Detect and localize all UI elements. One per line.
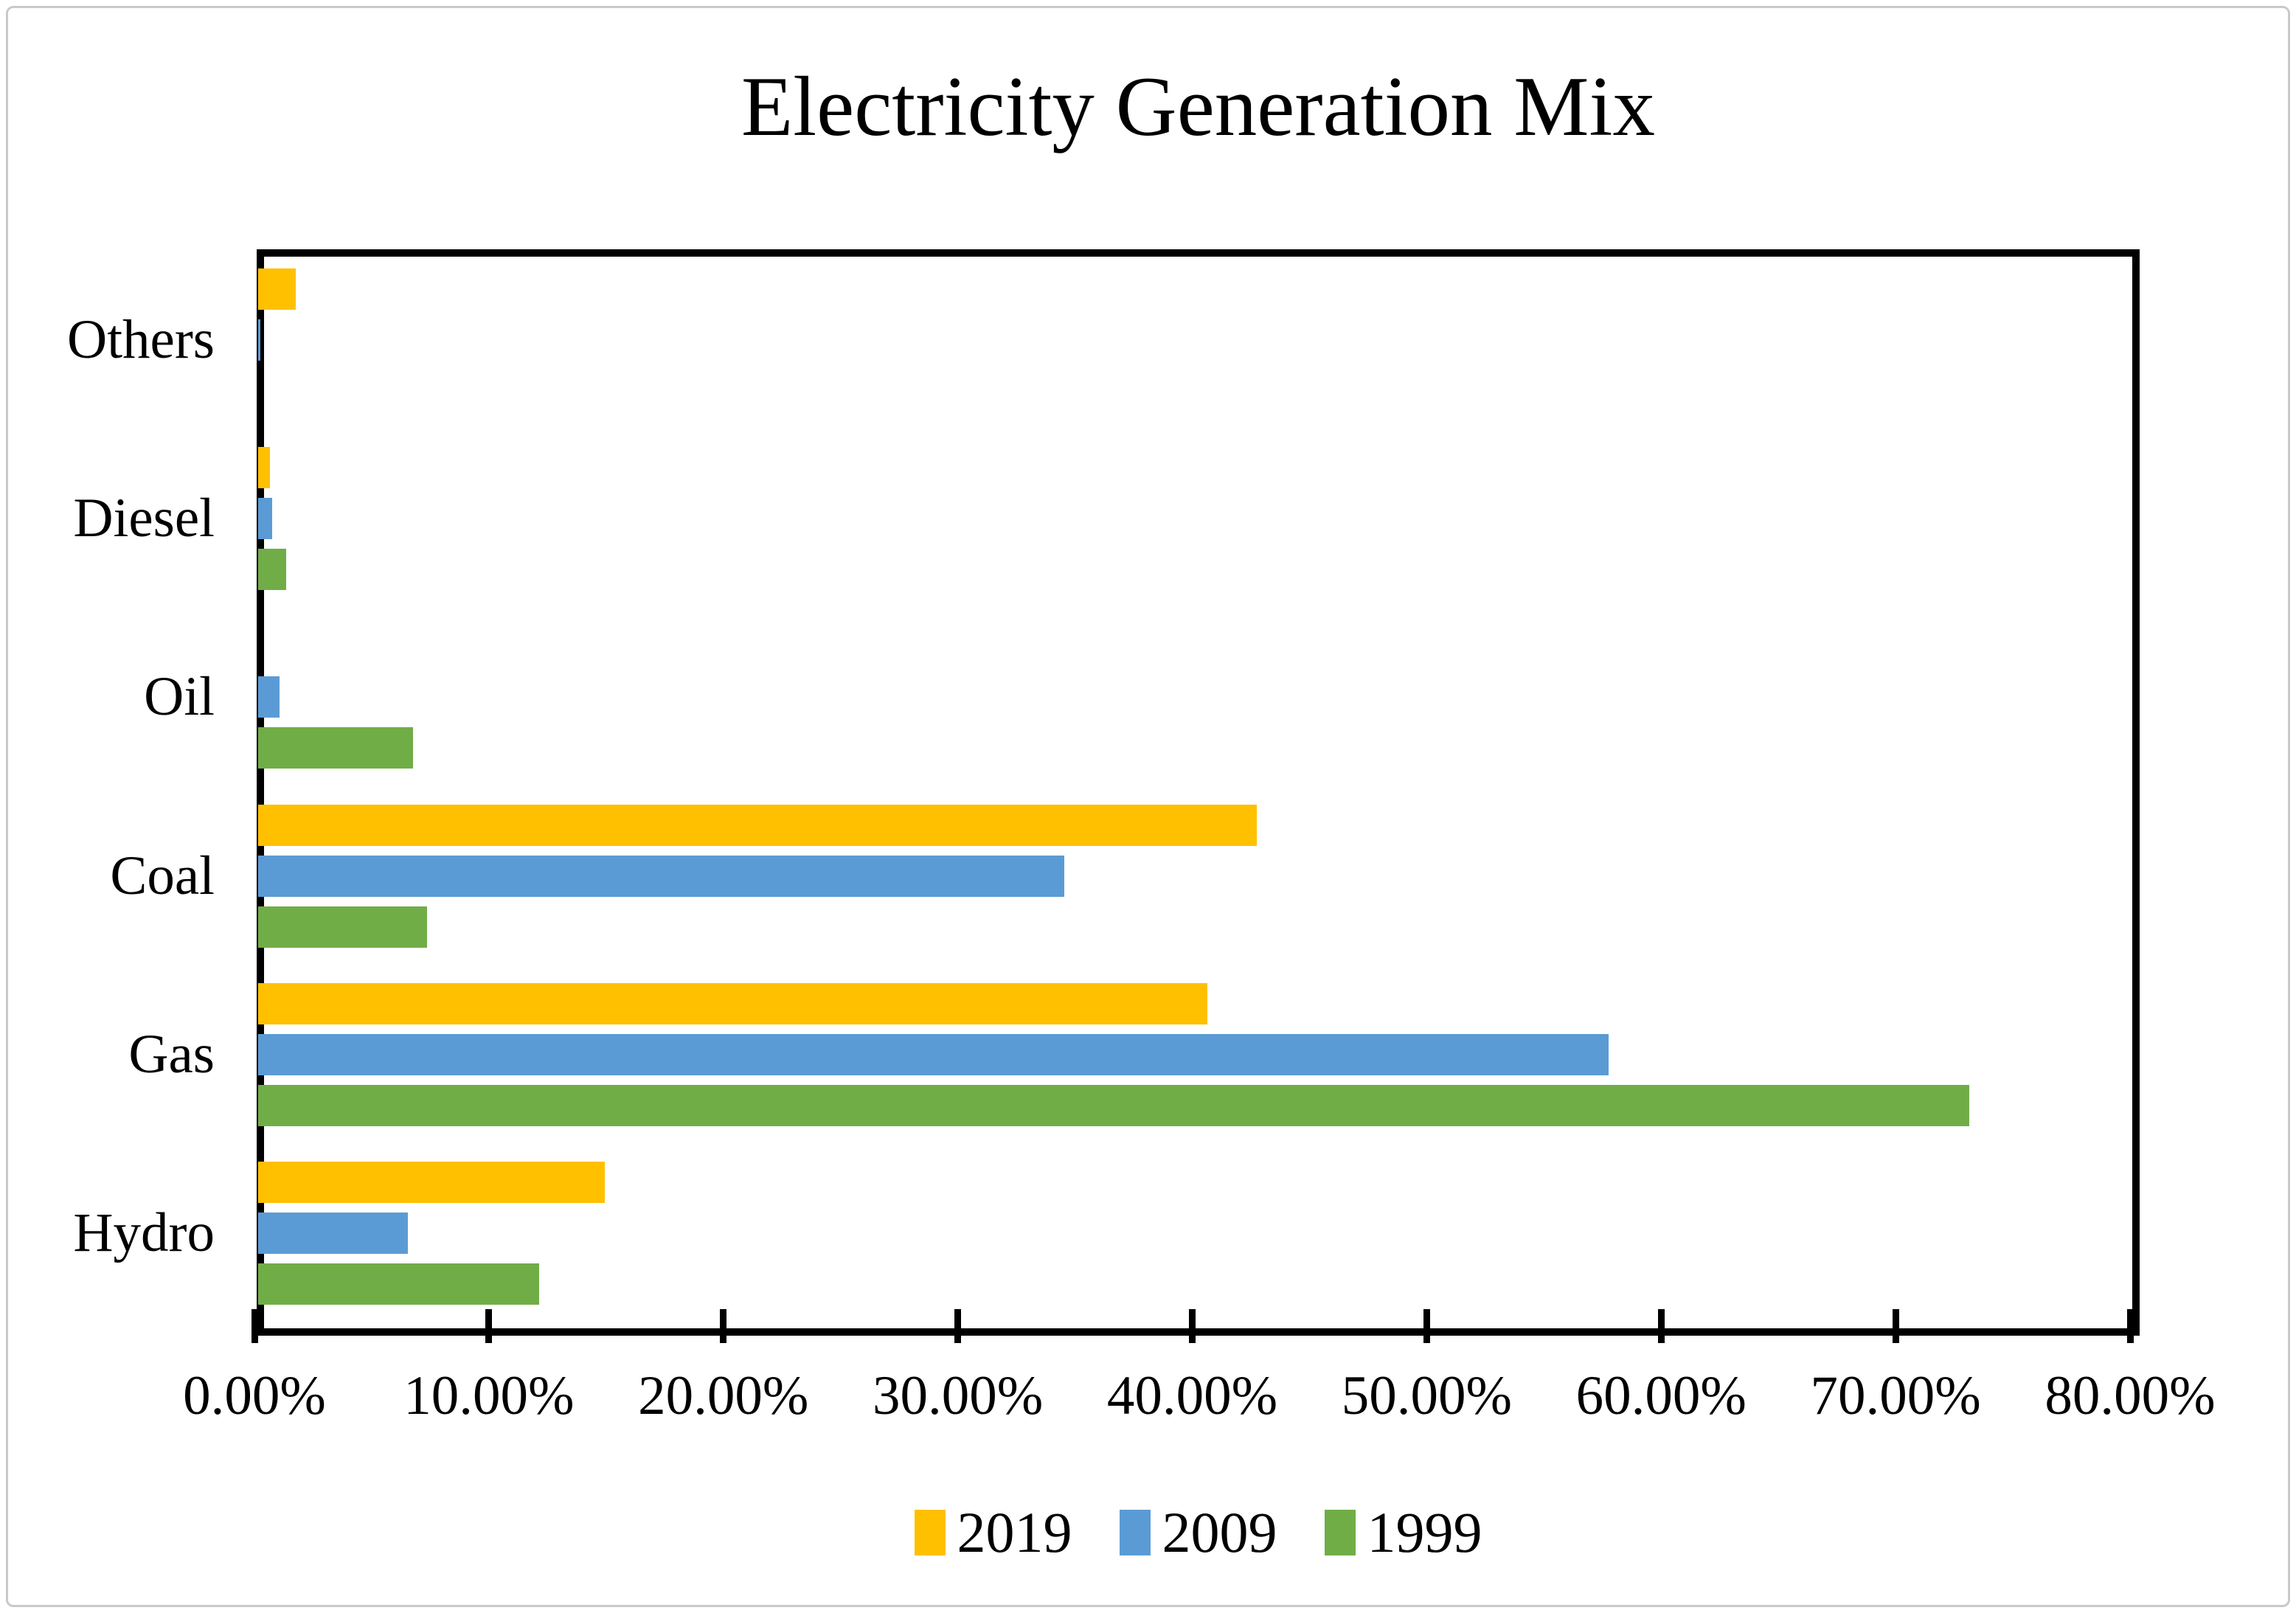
x-tick-label: 50.00% [1341,1365,1512,1426]
bar-diesel-2009 [258,498,272,540]
x-tick-label: 40.00% [1106,1365,1278,1426]
bar-hydro-2009 [258,1212,408,1254]
x-tick-label: 20.00% [638,1365,809,1426]
category-label-diesel: Diesel [73,488,215,549]
legend-item-1999: 1999 [1324,1500,1482,1564]
x-axis-tick [251,1309,258,1343]
category-label-gas: Gas [128,1023,215,1085]
x-axis-tick [485,1309,493,1343]
x-axis-tick [954,1309,962,1343]
bar-gas-2009 [258,1033,1609,1075]
bar-coal-1999 [258,906,427,948]
legend-swatch-1999 [1324,1510,1356,1555]
category-label-hydro: Hydro [73,1201,215,1263]
bar-hydro-2019 [258,1161,605,1203]
x-axis-tick [1657,1309,1665,1343]
bar-others-2019 [258,268,296,311]
x-axis-tick [1892,1309,1899,1343]
x-axis-tick [2126,1309,2134,1343]
x-tick-label: 0.00% [183,1365,326,1426]
x-tick-label: 70.00% [1810,1365,1981,1426]
bar-diesel-2019 [258,447,270,489]
category-label-others: Others [67,309,215,371]
legend-label-2009: 2009 [1162,1500,1277,1564]
x-axis-tick [1423,1309,1430,1343]
legend-item-2009: 2009 [1119,1500,1277,1564]
x-axis-tick [1189,1309,1196,1343]
chart-frame: Electricity Generation Mix 0.00% 10.00% 20… [6,6,2290,1607]
legend-item-2019: 2019 [914,1500,1072,1564]
category-label-coal: Coal [110,844,215,906]
legend-label-1999: 1999 [1367,1500,1482,1564]
chart-title: Electricity Generation Mix [741,60,1655,153]
bar-gas-2019 [258,982,1207,1024]
bar-diesel-1999 [258,549,286,591]
bar-gas-1999 [258,1084,1969,1126]
legend: 2019 2009 1999 [257,1499,2140,1566]
bar-others-2009 [258,319,260,361]
bar-coal-2019 [258,804,1257,846]
plot-area [257,249,2140,1336]
bar-oil-1999 [258,727,413,769]
bar-hydro-1999 [258,1263,539,1305]
category-label-oil: Oil [144,666,215,728]
x-tick-label: 80.00% [2044,1365,2216,1426]
x-tick-label: 60.00% [1575,1365,1747,1426]
legend-swatch-2019 [914,1510,946,1555]
x-tick-label: 30.00% [873,1365,1044,1426]
x-tick-label: 10.00% [403,1365,575,1426]
bar-oil-2009 [258,676,280,718]
x-axis-tick [720,1309,727,1343]
legend-swatch-2009 [1119,1510,1151,1555]
bar-coal-2009 [258,855,1064,897]
legend-label-2019: 2019 [957,1500,1072,1564]
